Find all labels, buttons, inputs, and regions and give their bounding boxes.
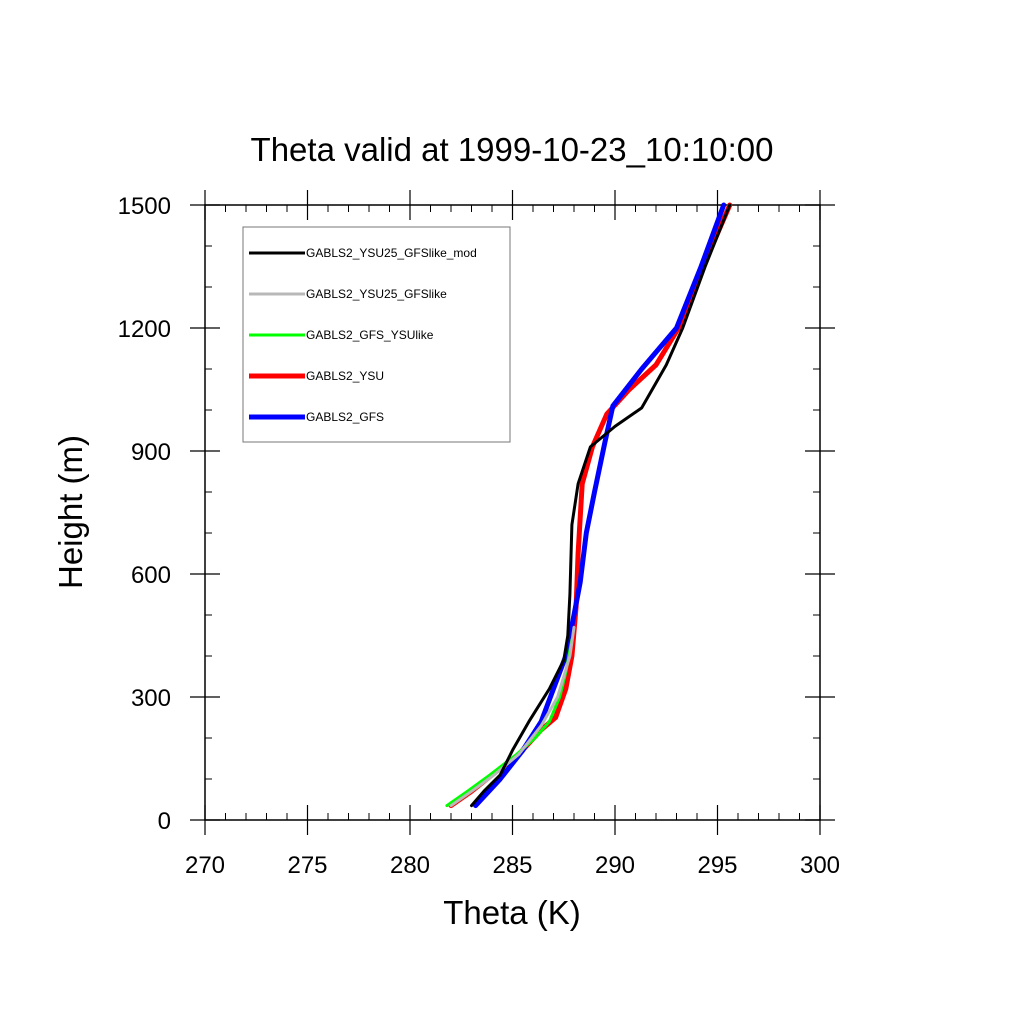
series-line-gabls2-ysu25-gfslike-mod bbox=[470, 203, 732, 808]
x-tick-label: 290 bbox=[595, 852, 635, 879]
series-lines bbox=[445, 202, 733, 809]
major-ticks bbox=[190, 190, 835, 835]
chart-title: Theta valid at 1999-10-23_10:10:00 bbox=[251, 131, 774, 168]
y-tick-labels: 0 300 600 900 1200 1500 bbox=[118, 193, 171, 835]
plot-area bbox=[190, 190, 835, 835]
x-axis-label: Theta (K) bbox=[443, 894, 581, 931]
x-tick-label: 295 bbox=[697, 852, 737, 879]
y-axis-label: Height (m) bbox=[52, 435, 89, 589]
x-tick-label: 275 bbox=[287, 852, 327, 879]
y-tick-label: 300 bbox=[131, 685, 171, 712]
x-tick-labels: 270 275 280 285 290 295 300 bbox=[185, 852, 840, 879]
series-line-gabls2-ysu25-gfslike bbox=[449, 625, 576, 808]
y-tick-label: 900 bbox=[131, 439, 171, 466]
legend-label: GABLS2_YSU25_GFSlike_mod bbox=[306, 246, 477, 260]
minor-ticks bbox=[205, 205, 820, 820]
legend-items: GABLS2_YSU25_GFSlike_mod GABLS2_YSU25_GFS… bbox=[249, 246, 477, 424]
y-tick-label: 1500 bbox=[118, 193, 171, 220]
y-tick-label: 0 bbox=[158, 808, 171, 835]
y-tick-label: 1200 bbox=[118, 316, 171, 343]
legend-label: GABLS2_YSU25_GFSlike bbox=[306, 287, 447, 301]
legend-label: GABLS2_GFS_YSUlike bbox=[306, 328, 434, 342]
legend: GABLS2_YSU25_GFSlike_mod GABLS2_YSU25_GFS… bbox=[242, 226, 511, 443]
legend-label: GABLS2_YSU bbox=[306, 369, 384, 383]
x-tick-label: 270 bbox=[185, 852, 225, 879]
x-tick-label: 285 bbox=[492, 852, 532, 879]
x-tick-label: 300 bbox=[800, 852, 840, 879]
y-tick-label: 600 bbox=[131, 562, 171, 589]
series-line-gabls2-gfs bbox=[473, 202, 727, 809]
legend-label: GABLS2_GFS bbox=[306, 410, 384, 424]
x-tick-label: 280 bbox=[390, 852, 430, 879]
